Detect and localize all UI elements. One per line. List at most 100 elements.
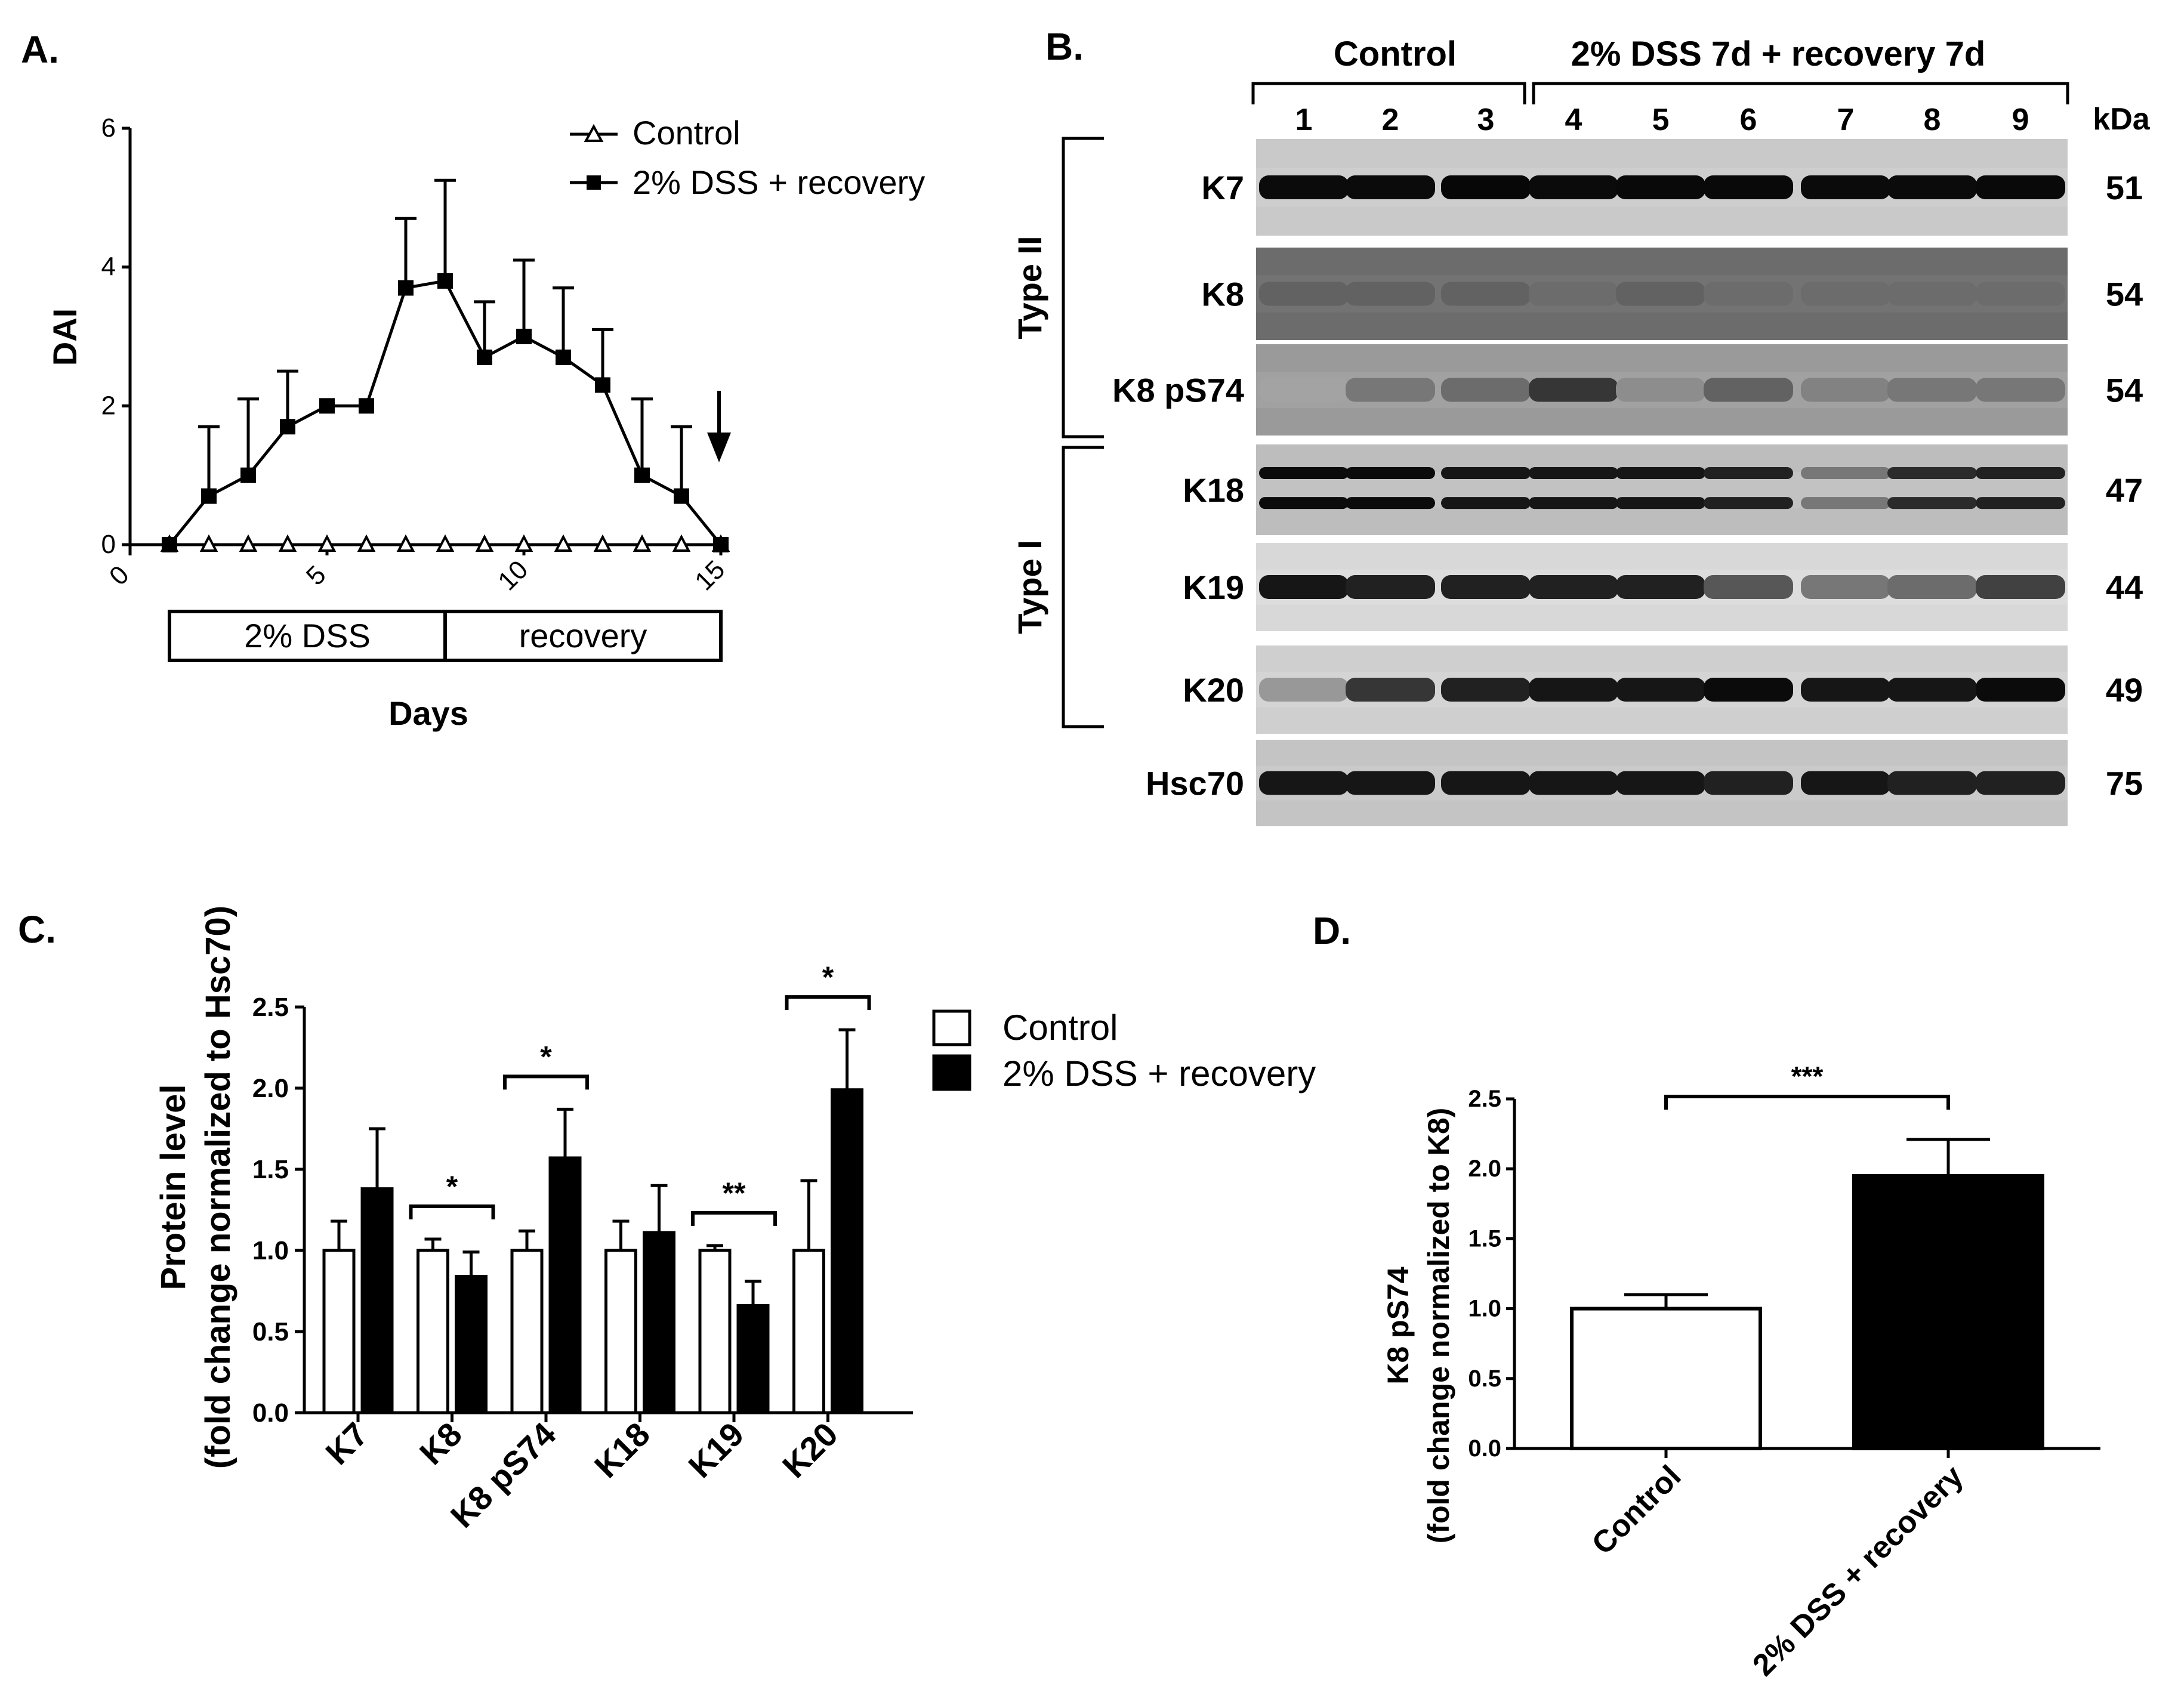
control-point bbox=[357, 534, 376, 552]
type-i-label: Type I bbox=[1011, 540, 1048, 634]
blot-band bbox=[1259, 282, 1349, 306]
lane-number: 3 bbox=[1477, 103, 1495, 137]
blot-band-lower bbox=[1529, 497, 1618, 509]
blot-band-upper bbox=[1801, 467, 1890, 479]
blot-row-label: K7 bbox=[1201, 169, 1244, 206]
period-box bbox=[443, 610, 723, 662]
blot-band bbox=[1259, 771, 1349, 795]
bar bbox=[1570, 1307, 1762, 1451]
significance-label: *** bbox=[1791, 1061, 1824, 1092]
blot-row-label: K8 pS74 bbox=[1112, 372, 1244, 409]
blot-band bbox=[1259, 378, 1349, 402]
blot-band bbox=[1887, 678, 1977, 702]
panel-d-ylabel: K8 pS74 bbox=[1381, 1267, 1415, 1385]
dss-point bbox=[359, 398, 374, 414]
blot-band bbox=[1616, 575, 1705, 599]
blot-band-lower bbox=[1887, 497, 1977, 509]
blot-band bbox=[1529, 771, 1618, 795]
control-point bbox=[554, 534, 573, 552]
type-ii-bracket bbox=[1062, 137, 1104, 438]
blot-band bbox=[1887, 378, 1977, 402]
y-tick-label: 2 bbox=[101, 391, 116, 420]
control-point bbox=[239, 534, 258, 552]
blot-row: K8 54 bbox=[1201, 248, 2143, 340]
blot-band bbox=[1887, 575, 1977, 599]
blot-band bbox=[1441, 175, 1531, 199]
blot-row: K19 44 bbox=[1183, 543, 2143, 631]
control-bar bbox=[792, 1249, 825, 1414]
period-label: 2% DSS bbox=[244, 617, 371, 654]
period-box bbox=[168, 610, 447, 662]
blot-band bbox=[1887, 282, 1977, 306]
x-tick-label: 10 bbox=[492, 555, 533, 596]
x-tick-label: K8 pS74 bbox=[443, 1415, 563, 1535]
panel-a-legend: Control 2% DSS + recovery bbox=[570, 114, 925, 201]
panel-b: B. Control 2% DSS 7d + recovery 7d kDa 1… bbox=[1011, 25, 2151, 826]
significance-bracket bbox=[503, 1074, 589, 1090]
blot-band-upper bbox=[1704, 467, 1793, 479]
blot-row-kda: 75 bbox=[2106, 765, 2143, 802]
y-tick-label: 0.5 bbox=[252, 1317, 289, 1346]
blot-row-label: K19 bbox=[1183, 569, 1244, 606]
blot-band bbox=[1441, 282, 1531, 306]
lane-number: 5 bbox=[1652, 103, 1670, 137]
control-point bbox=[514, 534, 533, 552]
dss-bar bbox=[643, 1231, 675, 1414]
blot-band-upper bbox=[1976, 467, 2065, 479]
blot-band-lower bbox=[1441, 497, 1531, 509]
period-label: recovery bbox=[519, 617, 647, 654]
blot-band bbox=[1441, 678, 1531, 702]
blot-band bbox=[1529, 378, 1618, 402]
blot-band-upper bbox=[1887, 467, 1977, 479]
blot-band bbox=[1259, 175, 1349, 199]
control-point bbox=[199, 534, 218, 552]
blot-row-kda: 54 bbox=[2106, 276, 2143, 313]
panel-c-letter: C. bbox=[18, 908, 56, 951]
dss-point bbox=[201, 488, 217, 504]
group-label-control: Control bbox=[1334, 35, 1457, 73]
panel-d-bars: *** bbox=[1570, 1061, 2044, 1451]
y-tick-label: 2.5 bbox=[1468, 1086, 1501, 1112]
x-tick-label: 0 bbox=[104, 560, 135, 591]
blot-band bbox=[1529, 575, 1618, 599]
blot-band bbox=[1976, 175, 2065, 199]
x-tick-label: K7 bbox=[318, 1415, 375, 1472]
blot-band bbox=[1346, 678, 1435, 702]
dss-point bbox=[240, 467, 256, 483]
blot-band bbox=[1704, 575, 1793, 599]
x-tick-label: K19 bbox=[681, 1415, 751, 1485]
lane-number: 6 bbox=[1740, 103, 1757, 137]
blot-band bbox=[1801, 575, 1890, 599]
blot-band bbox=[1346, 771, 1435, 795]
blot-band bbox=[1704, 678, 1793, 702]
control-bar bbox=[322, 1249, 356, 1414]
panel-a-ylabel: DAI bbox=[46, 308, 84, 366]
y-tick-label: 2.0 bbox=[252, 1074, 289, 1103]
panel-a-period-boxes: 2% DSS recovery bbox=[168, 610, 723, 662]
blot-band bbox=[1801, 771, 1890, 795]
dss-line bbox=[168, 279, 722, 546]
lane-number: 7 bbox=[1837, 103, 1855, 137]
dss-point bbox=[674, 488, 689, 504]
blot-band bbox=[1529, 678, 1618, 702]
panel-a-letter: A. bbox=[21, 28, 59, 71]
blot-rows: K7 51 K8 54 K8 pS74 54 K18 47 K19 44 K20 49 Hsc70 75 bbox=[1112, 139, 2143, 826]
blot-band-lower bbox=[1704, 497, 1793, 509]
blot-row-label: K8 bbox=[1201, 276, 1244, 313]
panel-a-marks bbox=[160, 178, 730, 552]
y-tick-label: 2.5 bbox=[252, 993, 289, 1022]
dss-point bbox=[280, 419, 295, 435]
blot-band bbox=[1976, 771, 2065, 795]
control-bar bbox=[604, 1249, 637, 1414]
bar bbox=[1852, 1173, 2044, 1451]
blot-band bbox=[1976, 282, 2065, 306]
blot-band-lower bbox=[1616, 497, 1705, 509]
blot-band-lower bbox=[1801, 497, 1890, 509]
blot-band bbox=[1976, 378, 2065, 402]
blot-row-kda: 47 bbox=[2106, 471, 2143, 509]
x-tick-label: K18 bbox=[587, 1415, 657, 1485]
panel-c-ylabel-2: (fold change normalized to Hsc70) bbox=[199, 906, 237, 1469]
y-tick-label: 0.5 bbox=[1468, 1366, 1501, 1392]
